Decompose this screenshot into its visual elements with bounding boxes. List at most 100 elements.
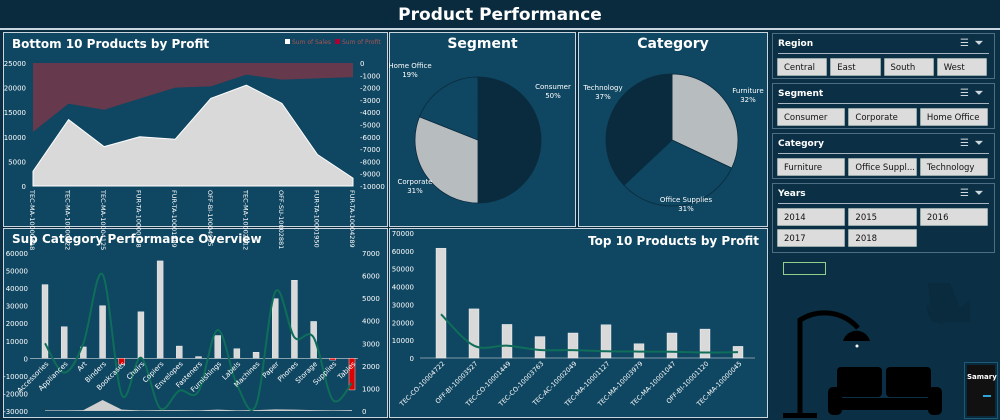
room-illustration: [783, 283, 970, 418]
slicer-item[interactable]: Home Office: [919, 108, 989, 126]
axis-tick-label: -6000: [360, 134, 380, 142]
x-tick-label: FUR-TA-10001889: [170, 190, 178, 248]
slicer-item[interactable]: Corporate: [848, 108, 917, 126]
axis-tick-label: -1000: [360, 72, 380, 80]
bar: [156, 260, 164, 359]
x-tick-label: Art: [76, 360, 89, 373]
slicer-item[interactable]: Central: [777, 58, 828, 76]
slicer-item[interactable]: 2017: [777, 229, 846, 247]
clear-filter-icon[interactable]: ⏷: [975, 38, 989, 49]
summary-door-button[interactable]: Samary: [964, 362, 998, 419]
axis-tick-label: 30000: [6, 303, 28, 311]
x-tick-label: TEC-MA-10000822: [64, 189, 72, 250]
slicer-category: Category ☰⏷ Furniture Office Suppl... Techno…: [772, 133, 995, 179]
slicer-segment: Segment ☰⏷ Consumer Corporate Home Office: [772, 83, 995, 129]
slicer-header: Years ☰⏷: [778, 184, 989, 204]
summary-button-label: Samary: [967, 373, 997, 381]
axis-tick-label: 0: [362, 408, 366, 416]
armchair-icon: [926, 283, 970, 325]
subcat-title: Sup Category Performance Overview: [12, 232, 262, 246]
x-tick-label: FUR-TA-10004289: [348, 190, 356, 248]
bar: [214, 335, 221, 359]
axis-tick-label: 6000: [362, 273, 380, 281]
multi-select-icon[interactable]: ☰: [960, 138, 975, 149]
subcat-panel: Sup Category Performance Overview: [2, 227, 389, 419]
slicer-title: Years: [778, 189, 806, 199]
legend-label-sales: Sum of Sales: [292, 39, 331, 46]
axis-tick-label: 4000: [362, 318, 380, 326]
slicer-item[interactable]: West: [936, 58, 987, 76]
bar: [348, 358, 356, 391]
bar: [666, 332, 678, 359]
slicer-item[interactable]: East: [830, 58, 881, 76]
category-title: Category: [637, 36, 709, 52]
clear-filter-icon[interactable]: ⏷: [975, 188, 989, 199]
clear-filter-icon[interactable]: ⏷: [975, 138, 989, 149]
bar: [501, 324, 513, 359]
slicer-item[interactable]: 2018: [848, 229, 917, 247]
axis-tick-label: 10000: [392, 337, 414, 345]
axis-tick-label: -5000: [360, 122, 380, 130]
slicer-item[interactable]: South: [883, 58, 934, 76]
slicer-header: Region ☰⏷: [778, 34, 989, 54]
slicer-item[interactable]: Office Suppl...: [848, 158, 917, 176]
line-series: [440, 313, 739, 354]
bottom10-title: Bottom 10 Products by Profit: [12, 37, 210, 51]
x-tick-label: FUR-TA-10001950: [312, 190, 320, 248]
sofa-icon: [828, 367, 942, 415]
door-handle-icon: [983, 395, 991, 397]
clear-filter-icon[interactable]: ⏷: [975, 88, 989, 99]
slicer-item[interactable]: Technology: [919, 158, 989, 176]
pie-slice-furniture: [671, 73, 739, 169]
axis-tick-label: -3000: [360, 97, 380, 105]
slicer-item[interactable]: 2015: [848, 208, 917, 226]
slicer-item[interactable]: 2016: [919, 208, 989, 226]
bar: [272, 298, 279, 359]
axis-tick-label: 60000: [392, 248, 414, 256]
slicer-item[interactable]: Furniture: [777, 158, 846, 176]
axis-tick-label: -30000: [3, 408, 28, 416]
multi-select-icon[interactable]: ☰: [960, 188, 975, 199]
slicer-item[interactable]: Consumer: [777, 108, 846, 126]
pie-label: Technology: [582, 84, 622, 92]
slicer-title: Region: [778, 39, 814, 49]
x-tick-label: OFF-SU-10002881: [277, 190, 285, 249]
axis-tick-label: 0: [24, 355, 28, 363]
axis-tick-label: 2000: [362, 363, 380, 371]
profit-area: [33, 63, 353, 132]
bar: [567, 332, 579, 359]
axis-tick-label: 0: [410, 355, 414, 363]
x-tick-label: TEC-MA-10002412: [241, 189, 249, 250]
bar: [41, 284, 49, 359]
slicer-item[interactable]: 2014: [777, 208, 846, 226]
axis-tick-label: -9000: [360, 171, 380, 179]
selected-cell[interactable]: [783, 262, 826, 275]
legend-swatch-profit: [335, 39, 340, 44]
line-series: [44, 272, 353, 412]
legend-label-profit: Sum of Profit: [342, 39, 381, 46]
floor-lamp-icon: [783, 310, 870, 418]
multi-select-icon[interactable]: ☰: [960, 88, 975, 99]
bar: [435, 247, 447, 359]
sales-area: [32, 84, 354, 187]
pie-slice-technology: [605, 73, 673, 186]
bar: [60, 326, 68, 359]
axis-tick-label: 15000: [4, 109, 26, 117]
bar: [99, 305, 106, 359]
pie-percent: 32%: [740, 96, 756, 104]
axis-tick-label: -2000: [360, 85, 380, 93]
bar: [329, 358, 337, 361]
slicer-years: Years ☰⏷ 2014 2015 2016 2017 2018: [772, 183, 995, 253]
pie-label: Corporate: [398, 178, 433, 186]
axis-tick-label: 0: [360, 60, 364, 68]
x-tick-label: TEC-MA-10000418: [28, 189, 36, 250]
axis-tick-label: -7000: [360, 146, 380, 154]
bar: [195, 356, 202, 359]
axis-tick-label: 70000: [392, 230, 414, 238]
top10-panel: Top 10 Products by Profit: [388, 227, 769, 419]
axis-tick-label: 60000: [6, 250, 28, 258]
multi-select-icon[interactable]: ☰: [960, 38, 975, 49]
axis-tick-label: 0: [22, 183, 26, 191]
pie-percent: 31%: [407, 187, 423, 195]
